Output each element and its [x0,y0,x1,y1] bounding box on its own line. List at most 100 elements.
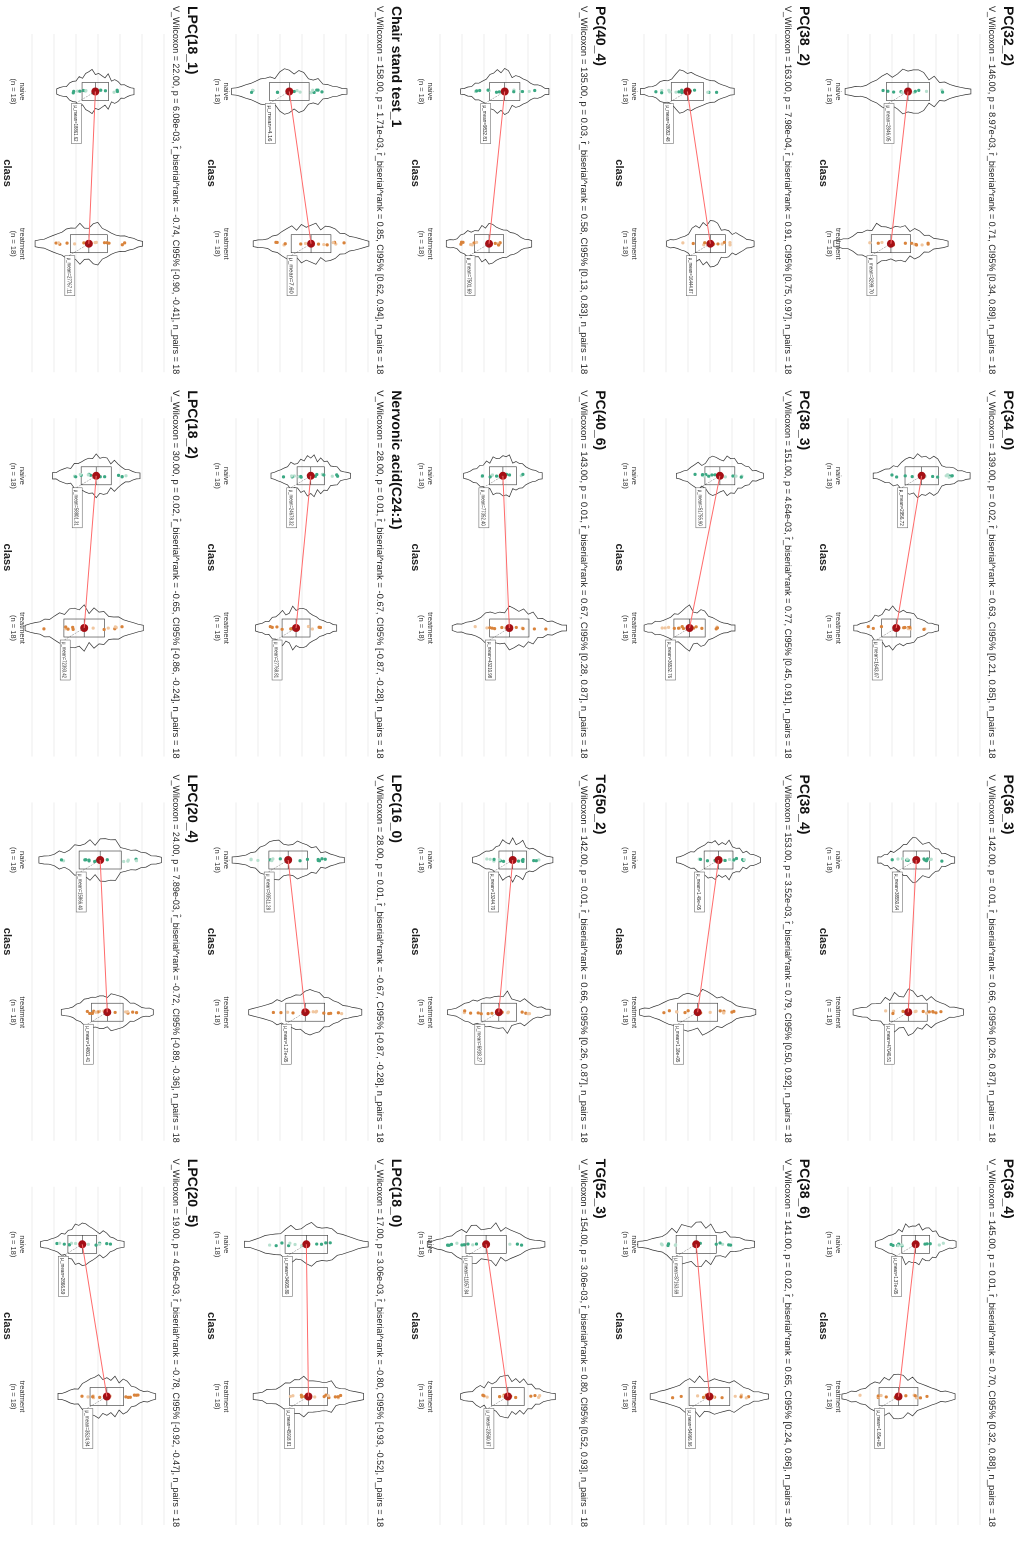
x-axis-label: class [409,544,421,572]
violin-treatment [252,222,370,265]
data-point [506,1011,510,1015]
data-point [698,857,703,861]
mean-label-box [271,639,283,681]
data-point [925,1011,929,1015]
group-label: naive [426,851,435,869]
data-point [108,1242,113,1246]
chart-panel: PC(38_4)V_Wilcoxon = 153.00, p = 3.52e-0… [613,775,813,1143]
data-point [120,243,124,247]
violin-naive [640,69,735,114]
data-point [663,626,667,630]
data-point [88,1011,92,1016]
chart-title: TG(52_3) [593,1159,609,1219]
data-point [666,625,671,629]
data-point [320,857,324,861]
group-label: treatment [426,996,435,1029]
data-point [102,241,107,245]
data-point [292,89,296,94]
data-point [498,1395,502,1399]
data-point [732,858,736,862]
data-point [479,1012,483,1016]
data-point [866,624,870,629]
data-point [56,241,61,245]
mean-label: μ_mean=7.60 [288,258,294,294]
data-point [291,1011,295,1015]
group-n-label: (n = 18) [825,615,834,642]
data-point [940,859,944,863]
group-n-label: (n = 18) [621,1383,630,1410]
chart-subtitle: V_Wilcoxon = 142.00, p = 0.01, r̂_biseri… [579,775,590,1143]
data-point [98,1395,102,1400]
mean-label-connector [286,1244,307,1257]
mean-label-connector [698,859,719,873]
data-point [516,859,521,863]
chart-title: LPC(18_2) [185,390,201,458]
data-point [80,1394,84,1398]
group-n-label: (n = 18) [417,1383,426,1410]
data-point [934,1011,938,1015]
data-point [493,626,497,631]
mean-label-connector [75,91,96,104]
mean-label: μ_mean=14801.41 [84,1026,90,1062]
chart-subtitle: V_Wilcoxon = 151.00, p = 4.64e-03, r̂_bi… [783,390,794,758]
data-point [462,1243,466,1247]
mean-label: μ_mean=43210.98 [486,642,492,678]
data-point [445,1243,450,1247]
mean-label: μ_mean=6918.27 [475,1026,481,1062]
group-n-label: (n = 18) [417,463,426,490]
mean-label-connector [87,1012,108,1025]
plot-area: μ_mean=1.37e+05 μ_mean=1.65e+05 [841,1186,981,1526]
data-point [94,1243,98,1247]
data-point [903,241,907,245]
data-point [497,858,501,862]
data-point [900,857,905,861]
mean-label: μ_mean=2866.59 [59,1258,65,1294]
chart-panel: PC(40_4)V_Wilcoxon = 135.00, p = 0.03, r… [409,6,609,374]
data-point [896,857,900,861]
data-point [903,625,907,630]
mean-label-box [483,1408,495,1449]
mean-label-connector [888,1012,909,1025]
data-point [339,1393,343,1398]
data-point [692,88,697,92]
data-point [940,90,945,94]
data-point [534,859,538,863]
chart-subtitle: V_Wilcoxon = 135.00, p = 0.03, r̂_biseri… [579,6,590,374]
data-point [671,1396,675,1400]
group-label: naive [222,1235,231,1253]
violin-naive [270,454,351,498]
data-point [921,1009,925,1014]
data-point [475,89,479,93]
mean-connector-line [488,91,506,244]
data-point [485,626,489,630]
data-point [913,89,917,93]
mean-label-connector [870,243,892,256]
data-point [291,1394,295,1398]
mean-label: μ_mean=2846.05 [885,106,891,142]
mean-label-box [58,1256,69,1297]
mean-dot [715,471,724,480]
group-n-label: (n = 18) [621,847,630,874]
group-label: naive [630,851,639,869]
mean-label-box [263,871,275,913]
data-point [660,88,664,93]
data-point [868,241,872,245]
mean-label-box [64,255,76,296]
data-point [521,472,525,476]
group-n-label: (n = 18) [621,1231,630,1258]
group-n-label: (n = 18) [621,615,630,642]
x-axis-label: class [205,1312,217,1340]
data-point [91,626,95,630]
data-point [660,91,664,95]
data-point [500,625,504,630]
data-point [728,241,732,245]
data-point [73,242,77,246]
data-point [722,1011,726,1015]
chart-panel: LPC(18_2)V_Wilcoxon = 30.00, p = 0.02, r… [1,390,201,758]
group-label: naive [18,851,27,869]
data-point [900,1243,904,1247]
data-point [289,627,293,631]
data-point [660,626,664,630]
data-point [316,857,320,862]
data-point [714,627,718,631]
